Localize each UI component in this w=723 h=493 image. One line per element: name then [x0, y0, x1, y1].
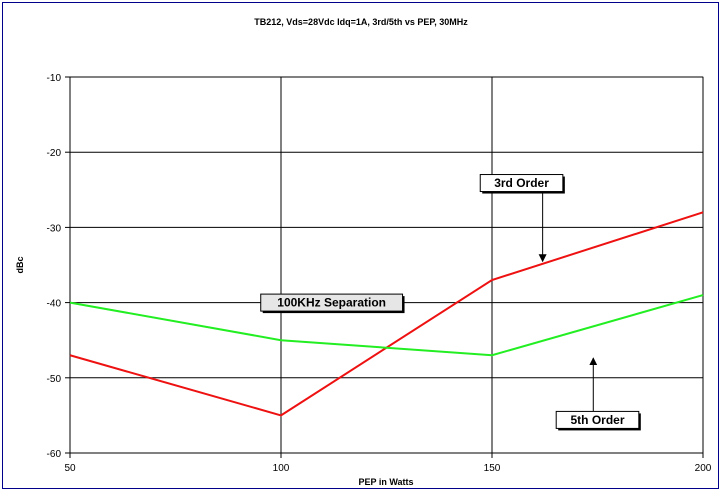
annotations: 3rd Order 100KHz Separation 5th Order — [260, 174, 641, 431]
y-tick-labels: -10 -20 -30 -40 -50 -60 — [47, 73, 62, 460]
annotation-box — [260, 293, 404, 312]
annotation-3rd-order: 3rd Order — [479, 174, 565, 263]
y-tick-label: -40 — [47, 299, 62, 310]
x-tick-label: 200 — [695, 463, 712, 474]
chart-title: TB212, Vds=28Vdc Idq=1A, 3rd/5th vs PEP,… — [254, 17, 468, 27]
annotation-box — [555, 410, 640, 429]
annotation-100khz-separation: 100KHz Separation — [260, 293, 405, 314]
annotation-5th-order: 5th Order — [555, 357, 641, 431]
series-lines — [69, 211, 704, 417]
x-tick-labels: 50 100 150 200 — [64, 463, 711, 474]
series-line-5th-order — [69, 294, 704, 357]
x-tick-label: 150 — [484, 463, 501, 474]
x-axis-label: PEP in Watts — [358, 477, 413, 487]
x-tick-label: 100 — [273, 463, 290, 474]
y-tick-label: -30 — [47, 223, 62, 234]
annotation-label: 5th Order — [570, 413, 624, 427]
x-tick-label: 50 — [64, 463, 76, 474]
y-tick-label: -20 — [47, 148, 62, 159]
plot-area — [69, 76, 704, 454]
annotation-label: 100KHz Separation — [277, 296, 386, 310]
y-tick-label: -50 — [47, 374, 62, 385]
y-tick-label: -60 — [47, 449, 62, 460]
y-axis-label: dBc — [15, 256, 25, 273]
y-tick-label: -10 — [47, 73, 62, 84]
annotation-box — [479, 174, 564, 193]
annotation-label: 3rd Order — [494, 176, 549, 190]
grid-lines — [65, 76, 704, 458]
